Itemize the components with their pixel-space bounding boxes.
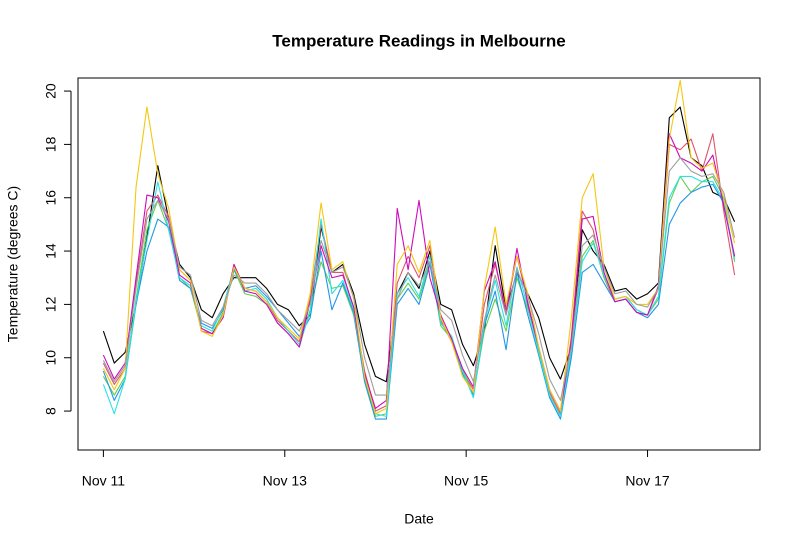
y-tick-label: 20 <box>43 83 59 99</box>
series-line <box>102 106 736 383</box>
y-tick-label: 16 <box>43 190 59 206</box>
x-tick-label: Nov 17 <box>625 473 670 489</box>
series-line <box>102 79 736 415</box>
series-line <box>102 175 736 417</box>
y-tick-label: 12 <box>43 296 59 312</box>
series-line <box>102 133 736 412</box>
series-line <box>102 133 736 415</box>
series-line <box>102 157 736 401</box>
x-tick-label: Nov 15 <box>444 473 489 489</box>
y-tick-label: 8 <box>43 407 59 415</box>
x-tick-label: Nov 13 <box>263 473 308 489</box>
y-tick-label: 10 <box>43 350 59 366</box>
y-tick-label: 18 <box>43 136 59 152</box>
x-axis-label: Date <box>404 511 434 527</box>
y-axis-label: Temperature (degrees C) <box>5 186 21 342</box>
y-tick-label: 14 <box>43 243 59 259</box>
x-tick-label: Nov 11 <box>82 473 126 489</box>
plot-frame <box>77 77 761 451</box>
chart-title: Temperature Readings in Melbourne <box>272 31 565 50</box>
